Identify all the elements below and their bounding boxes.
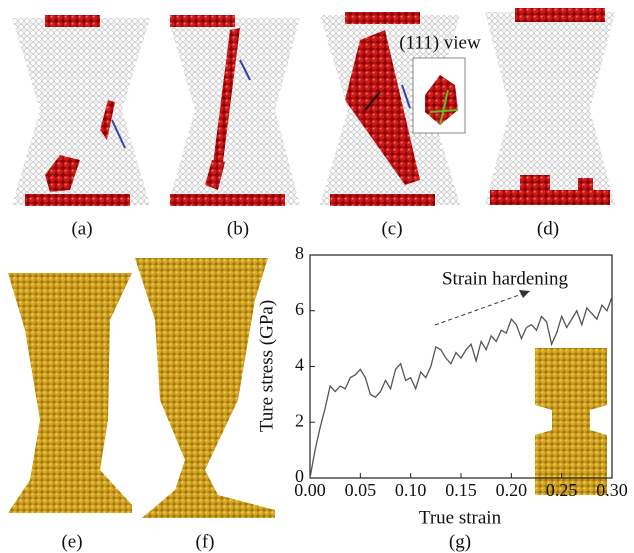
- panel-label: (f): [196, 531, 215, 552]
- x-tick-label: 0.15: [445, 480, 477, 500]
- panel-label: (a): [71, 218, 92, 239]
- x-tick-label: 0.30: [596, 480, 628, 500]
- inset-label: (111) view: [399, 32, 481, 53]
- y-tick-label: 8: [295, 243, 304, 263]
- annotation: Strain hardening: [442, 268, 569, 289]
- panel-label: (d): [537, 218, 559, 239]
- atom-panels: (111) view: [8, 8, 615, 518]
- x-axis-label: True strain: [419, 507, 502, 528]
- annotation-arrow: [435, 294, 522, 325]
- panel-label: (c): [381, 218, 402, 239]
- y-axis-label: Ture stress (GPa): [256, 300, 277, 432]
- inset-specimen: [535, 348, 607, 495]
- x-tick-label: 0.25: [546, 480, 578, 500]
- x-tick-label: 0.00: [294, 480, 326, 500]
- panel-label: (e): [61, 531, 82, 552]
- x-tick-label: 0.05: [345, 480, 377, 500]
- y-tick-label: 4: [295, 355, 304, 375]
- y-tick-label: 2: [295, 410, 304, 430]
- y-tick-label: 6: [295, 299, 304, 319]
- x-tick-label: 0.20: [496, 480, 528, 500]
- figure: (111) view (a) (b) (c) (d) (e) (f) (g) T…: [0, 0, 634, 553]
- panel-label: (g): [449, 531, 471, 552]
- x-tick-label: 0.10: [395, 480, 427, 500]
- panel-label: (b): [227, 218, 249, 239]
